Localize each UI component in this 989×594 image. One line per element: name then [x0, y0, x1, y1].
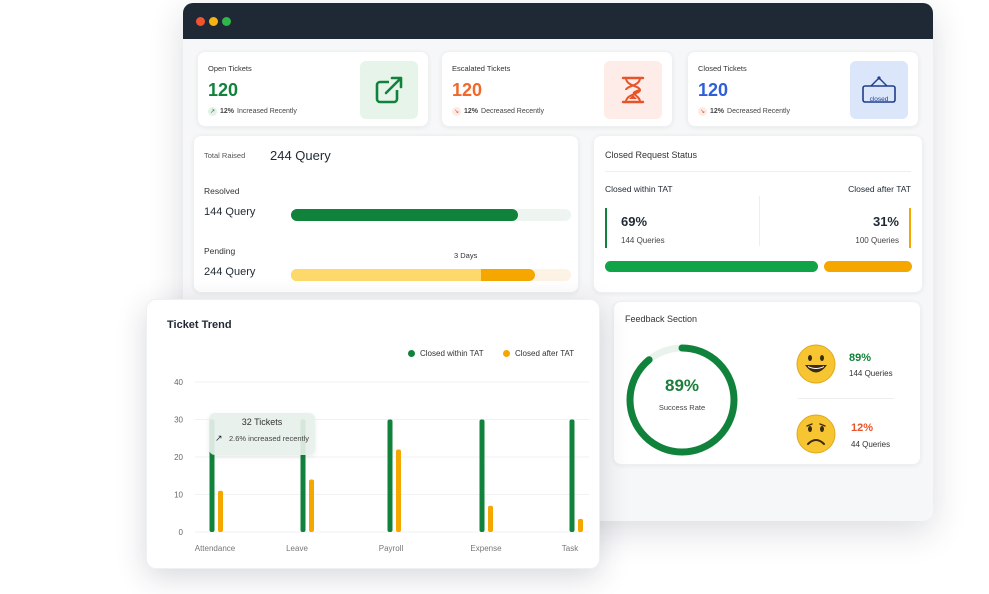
y-tick-label: 0 [179, 528, 184, 537]
success-rate-arc [626, 344, 738, 456]
y-tick-label: 40 [174, 378, 183, 387]
close-window-dot[interactable] [196, 16, 205, 26]
x-tick-label: Task [562, 544, 579, 553]
escalated-tickets-card[interactable]: Escalated Tickets 120 ↘ 12% Decreased Re… [441, 51, 673, 127]
closed-tickets-value: 120 [698, 80, 729, 100]
sad-face-icon [796, 414, 836, 454]
within-queries: 144 Queries [621, 236, 665, 245]
divider [605, 171, 911, 172]
hourglass-icon [604, 61, 662, 119]
happy-queries: 144 Queries [849, 369, 893, 378]
x-tick-label: Payroll [379, 544, 404, 553]
after-pct: 31% [872, 214, 899, 229]
ticket-trend-card: 0 10 20 30 40 Attendance Leave Payroll Expense Ta… [146, 299, 600, 569]
bar-closed-after [309, 479, 314, 532]
pending-days-label: 3 Days [454, 251, 478, 260]
escalated-tickets-pct: 12% [464, 108, 479, 115]
escalated-tickets-trend: ↘ 12% Decreased Recently [452, 107, 544, 116]
sad-queries: 44 Queries [851, 440, 891, 449]
legend-label-within: Closed within TAT [420, 349, 484, 358]
within-pct: 69% [621, 214, 648, 229]
external-link-icon [360, 61, 418, 119]
trend-down-icon: ↘ [452, 107, 461, 116]
closed-within-label: Closed within TAT [605, 184, 673, 194]
happy-face-icon [796, 344, 836, 384]
legend-swatch-after [503, 350, 510, 357]
sad-pct: 12% [851, 422, 874, 434]
resolved-value: 144 Query [204, 206, 256, 218]
after-bar [823, 261, 912, 272]
divider [759, 196, 760, 246]
escalated-tickets-label: Escalated Tickets [452, 64, 511, 73]
escalated-tickets-trend-text: Decreased Recently [481, 108, 545, 115]
within-bar [605, 261, 818, 272]
closed-tickets-card[interactable]: Closed Tickets 120 ↘ 12% Decreased Recen… [687, 51, 919, 127]
bar-closed-after [218, 490, 223, 532]
chart-tooltip: 32 Tickets ↗ 2.6% increased recently [209, 413, 315, 455]
open-tickets-card[interactable]: Open Tickets 120 ↗ 12% Increased Recentl… [197, 51, 429, 127]
y-tick-label: 30 [174, 416, 183, 425]
status-title: Closed Request Status [605, 150, 698, 160]
happy-pct: 89% [849, 352, 872, 364]
open-tickets-trend: ↗ 12% Increased Recently [208, 107, 297, 116]
trend-up-icon: ↗ [208, 107, 217, 116]
total-raised-label: Total Raised [204, 151, 246, 160]
success-rate-ring [626, 344, 738, 456]
bar-closed-after [396, 449, 401, 532]
y-tick-label: 10 [174, 491, 183, 500]
open-tickets-pct: 12% [220, 108, 235, 115]
after-queries: 100 Queries [855, 236, 899, 245]
legend-label-after: Closed after TAT [515, 349, 575, 358]
closed-sign-icon: closed [850, 61, 908, 119]
resolved-progress-fill [291, 209, 518, 221]
total-raised-value: 244 Query [270, 148, 331, 163]
open-tickets-label: Open Tickets [208, 64, 252, 73]
pending-progress-segment [291, 269, 482, 281]
x-tick-label: Leave [286, 544, 308, 553]
closed-after-label: Closed after TAT [848, 184, 911, 194]
divider [798, 398, 894, 399]
closed-sign-text: closed [869, 96, 889, 103]
closed-request-status-card: Closed Request Status Closed within TAT … [593, 135, 923, 293]
closed-tickets-trend-text: Decreased Recently [727, 108, 791, 115]
y-tick-label: 20 [174, 453, 183, 462]
bar-closed-within [387, 419, 393, 532]
success-rate-pct: 89% [664, 376, 700, 395]
feedback-title: Feedback Section [625, 314, 698, 324]
bar-closed-after [488, 505, 493, 532]
ticket-trend-title: Ticket Trend [167, 319, 232, 331]
open-tickets-trend-text: Increased Recently [237, 108, 297, 115]
legend-after: Closed after TAT [503, 349, 574, 358]
trend-down-icon: ↘ [698, 107, 707, 116]
pending-value: 244 Query [204, 266, 256, 278]
success-rate-label: Success Rate [658, 403, 706, 412]
pending-progress-bar [291, 269, 571, 281]
window-titlebar [183, 3, 933, 39]
tooltip-title: 32 Tickets [241, 417, 283, 427]
tooltip-text: 2.6% increased recently [229, 434, 310, 443]
minimize-window-dot[interactable] [209, 16, 218, 26]
closed-tickets-label: Closed Tickets [698, 64, 747, 73]
legend-within: Closed within TAT [408, 349, 484, 358]
trend-up-icon: ↗ [215, 433, 223, 443]
query-summary-card: Total Raised 244 Query Resolved 144 Quer… [193, 135, 579, 293]
maximize-window-dot[interactable] [222, 16, 231, 26]
open-tickets-value: 120 [208, 80, 239, 100]
bar-closed-within [569, 419, 575, 532]
pending-label: Pending [204, 246, 236, 256]
closed-tickets-pct: 12% [710, 108, 725, 115]
closed-tickets-trend: ↘ 12% Decreased Recently [698, 107, 790, 116]
x-tick-label: Expense [470, 544, 502, 553]
within-marker [605, 208, 607, 248]
resolved-label: Resolved [204, 186, 240, 196]
bar-closed-after [578, 518, 583, 532]
legend-swatch-within [408, 350, 415, 357]
escalated-tickets-value: 120 [452, 80, 483, 100]
feedback-section-card: Feedback Section 89% Success Rate 89% 14… [613, 301, 921, 465]
after-marker [909, 208, 911, 248]
resolved-progress-bar [291, 209, 571, 221]
x-tick-label: Attendance [195, 544, 236, 553]
bar-closed-within [479, 419, 485, 532]
